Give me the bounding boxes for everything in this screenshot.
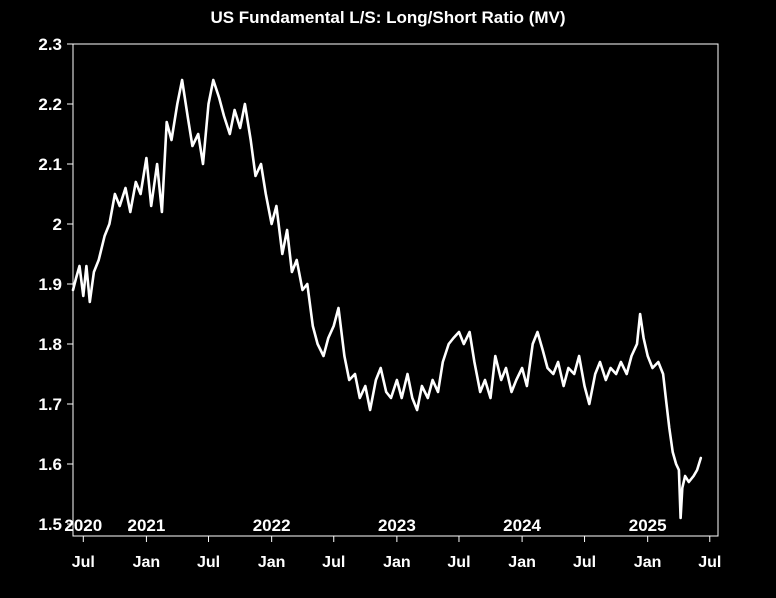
y-tick-label: 1.6 <box>38 455 62 474</box>
x-tick-label: Jul <box>197 554 220 571</box>
year-label: 2020 <box>64 516 102 535</box>
x-tick-label: Jan <box>634 554 662 571</box>
x-axis-ticks: Jul Jan Jul Jan Jul Jan Jul Jan Jul Jan Jul <box>72 536 721 571</box>
x-tick-label: Jan <box>258 554 286 571</box>
x-tick-label: Jul <box>447 554 470 571</box>
y-tick-label: 2.3 <box>38 35 62 54</box>
x-tick-label: Jan <box>508 554 536 571</box>
x-tick-label: Jan <box>133 554 161 571</box>
y-tick-label: 2 <box>53 215 62 234</box>
y-tick-label: 1.7 <box>38 395 62 414</box>
year-label: 2023 <box>378 516 416 535</box>
x-tick-label: Jul <box>322 554 345 571</box>
year-label: 2022 <box>253 516 291 535</box>
year-labels: 2020 2021 2022 2023 2024 2025 <box>64 516 666 535</box>
x-tick-label: Jan <box>383 554 411 571</box>
chart-title: US Fundamental L/S: Long/Short Ratio (MV… <box>210 8 565 27</box>
y-tick-label: 1.5 <box>38 515 62 534</box>
y-tick-label: 2.2 <box>38 95 62 114</box>
x-tick-label: Jul <box>72 554 95 571</box>
x-tick-label: Jul <box>573 554 596 571</box>
plot-frame <box>72 43 719 537</box>
year-label: 2024 <box>503 516 541 535</box>
series-layer <box>71 78 703 520</box>
y-axis-ticks: 2.3 2.2 2.1 2 1.9 1.8 1.7 1.6 1.5 <box>38 35 73 534</box>
y-tick-label: 1.9 <box>38 275 62 294</box>
x-tick-label: Jul <box>698 554 721 571</box>
y-tick-label: 2.1 <box>38 155 62 174</box>
series-line <box>71 78 703 520</box>
y-tick-label: 1.8 <box>38 335 62 354</box>
year-label: 2021 <box>128 516 166 535</box>
year-label: 2025 <box>629 516 667 535</box>
